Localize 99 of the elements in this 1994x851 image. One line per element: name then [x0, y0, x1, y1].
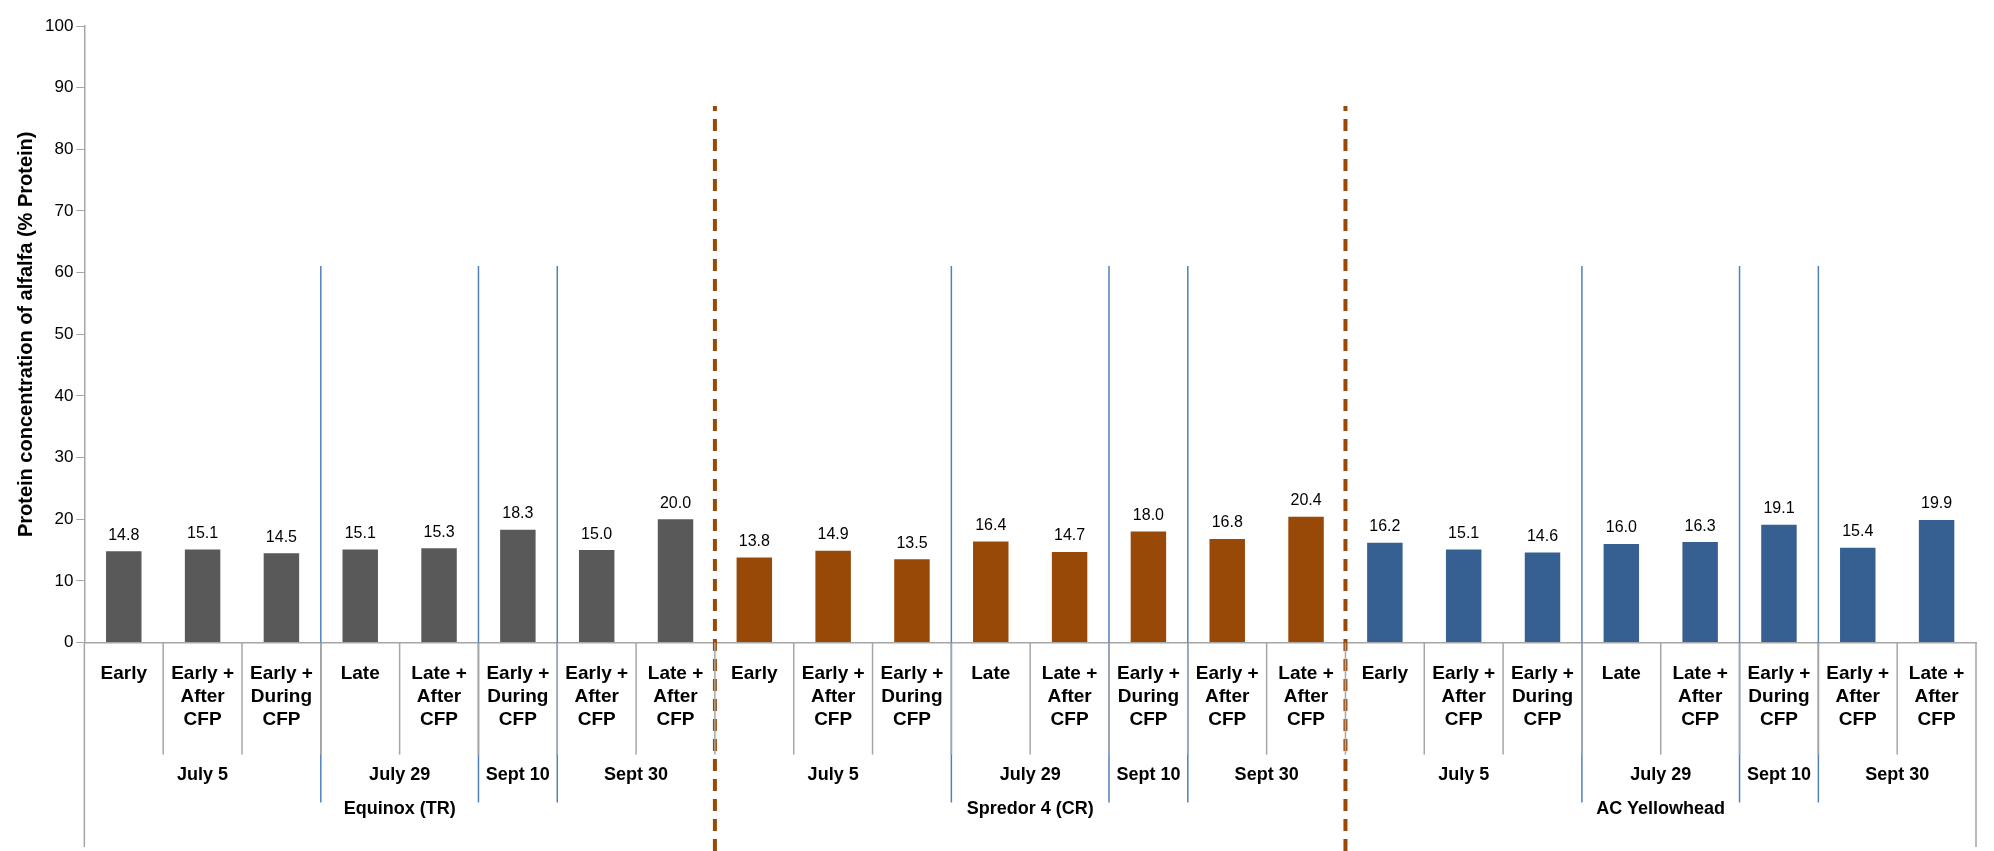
- data-label: 15.1: [344, 523, 376, 541]
- data-label: 14.8: [108, 525, 140, 543]
- y-tick-label: 70: [54, 200, 74, 220]
- text: Sept 30: [1865, 763, 1930, 784]
- text: Sept 10: [485, 763, 550, 784]
- x-tick-label: Late + After CFP: [411, 662, 467, 729]
- data-label: 15.3: [423, 522, 455, 540]
- y-tick-label: 100: [44, 15, 74, 35]
- x-tick-label: Late: [1601, 662, 1641, 684]
- data-label: 15.4: [1842, 522, 1874, 540]
- bar: [1840, 547, 1876, 643]
- y-tick-label: 90: [54, 77, 74, 97]
- x-tick-label: Early + After CFP: [171, 662, 235, 729]
- bar: [263, 553, 300, 643]
- text: Sept 30: [604, 763, 669, 784]
- y-tick-label: 50: [54, 323, 74, 343]
- text: July 5: [1438, 763, 1490, 784]
- bar: [421, 548, 457, 643]
- x-tick-label: Late + After CFP: [1278, 662, 1334, 729]
- data-label: 16.4: [975, 515, 1007, 533]
- data-label: 14.6: [1526, 526, 1559, 544]
- x-tick-label: Late: [340, 662, 380, 684]
- data-label: 16.0: [1605, 518, 1637, 536]
- y-tick-label: 10: [54, 570, 74, 590]
- x-tick-label: Late + After CFP: [1041, 662, 1098, 729]
- bar: [1367, 542, 1403, 643]
- data-label: 16.2: [1369, 517, 1401, 535]
- data-label: 15.0: [581, 524, 613, 542]
- text: July 29: [999, 763, 1061, 784]
- data-label: 16.8: [1211, 513, 1243, 531]
- bar: [184, 549, 221, 643]
- bar: [657, 519, 694, 643]
- x-tick-label: Early + During CFP: [880, 662, 944, 729]
- data-label: 14.9: [817, 525, 849, 543]
- x-tick-label: Early + During CFP: [249, 662, 313, 729]
- x-tick-label: Late + After CFP: [647, 662, 704, 729]
- bar: [106, 551, 142, 643]
- data-label: 15.1: [1448, 523, 1480, 541]
- y-tick-label: 60: [54, 262, 74, 282]
- text: July 29: [369, 763, 431, 784]
- x-tick-label: Early + After CFP: [1432, 662, 1496, 729]
- x-tick-label: Early: [731, 662, 778, 684]
- data-label: 16.3: [1684, 516, 1716, 534]
- bar: [1682, 542, 1718, 643]
- data-label: 18.3: [502, 504, 534, 522]
- text: July 29: [1630, 763, 1692, 784]
- data-label: 19.1: [1763, 499, 1795, 517]
- x-tick-label: Late + After CFP: [1908, 662, 1965, 729]
- text: Sept 10: [1746, 763, 1811, 784]
- text: Equinox (TR): [343, 797, 456, 818]
- data-label: 14.7: [1054, 526, 1086, 544]
- data-label: 20.0: [659, 493, 692, 511]
- text: Sept 10: [1116, 763, 1181, 784]
- x-tick-label: Early + During CFP: [1116, 662, 1180, 729]
- bar: [1918, 519, 1955, 643]
- bar: [894, 559, 930, 643]
- bar: [1288, 516, 1324, 643]
- text: July 5: [807, 763, 859, 784]
- text: Sept 30: [1234, 763, 1299, 784]
- y-tick-label: 30: [54, 447, 74, 467]
- x-tick-label: Early + After CFP: [1826, 662, 1890, 729]
- text: AC Yellowhead: [1596, 797, 1726, 818]
- y-axis-title: Protein concentration of alfalfa (% Protein): [13, 131, 36, 538]
- x-tick-label: Early + After CFP: [801, 662, 865, 729]
- data-label: 13.8: [738, 531, 770, 549]
- x-tick-label: Early + After CFP: [1195, 662, 1259, 729]
- bar: [1603, 543, 1640, 643]
- data-label: 18.0: [1132, 506, 1165, 524]
- bar: [578, 550, 615, 643]
- x-tick-label: Late + After CFP: [1672, 662, 1728, 729]
- bar: [1445, 549, 1482, 643]
- bar: [736, 557, 773, 643]
- bar: [973, 541, 1009, 643]
- data-label: 14.5: [265, 527, 298, 545]
- bar: [1130, 531, 1167, 643]
- x-tick-label: Early: [1361, 662, 1409, 684]
- x-tick-label: Early + During CFP: [1511, 662, 1574, 729]
- bar: [815, 550, 851, 643]
- data-label: 13.5: [896, 533, 928, 551]
- x-tick-label: Early: [100, 662, 148, 684]
- bar: [1051, 551, 1088, 643]
- x-tick-label: Late: [971, 662, 1011, 684]
- y-tick-label: 0: [63, 632, 74, 652]
- bar: [500, 529, 536, 643]
- text: Spredor 4 (CR): [966, 797, 1094, 818]
- x-tick-label: Early + During CFP: [1747, 662, 1811, 729]
- data-label: 20.4: [1290, 491, 1322, 509]
- y-tick-label: 20: [54, 508, 74, 528]
- y-tick-label: 40: [54, 385, 74, 405]
- data-label: 19.9: [1921, 494, 1953, 512]
- y-tick-label: 80: [54, 139, 74, 159]
- text: July 5: [177, 763, 229, 784]
- bar: [342, 549, 378, 643]
- x-tick-label: Early + After CFP: [565, 662, 629, 729]
- bar: [1524, 552, 1561, 643]
- data-label: 15.1: [187, 523, 219, 541]
- bar: [1209, 539, 1245, 643]
- x-tick-label: Early + During CFP: [486, 662, 550, 729]
- bar: [1761, 524, 1797, 643]
